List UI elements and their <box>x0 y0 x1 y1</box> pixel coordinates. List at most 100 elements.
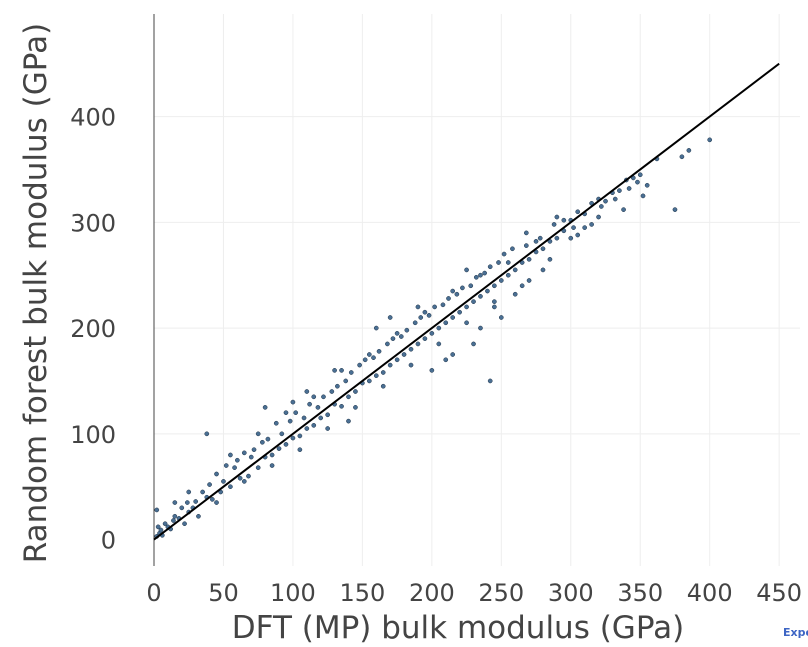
data-point <box>366 352 372 357</box>
data-point <box>179 505 185 511</box>
data-point <box>505 260 511 265</box>
data-point <box>401 352 407 357</box>
data-point <box>297 447 303 453</box>
data-point <box>255 431 261 437</box>
data-point <box>214 471 219 477</box>
export-link[interactable]: Export <box>783 626 808 639</box>
data-point <box>450 352 456 357</box>
data-point <box>390 336 396 341</box>
data-point <box>523 243 529 248</box>
data-point <box>686 148 692 153</box>
data-point <box>283 410 289 416</box>
data-point <box>617 188 622 193</box>
data-point <box>237 475 243 481</box>
data-point <box>418 315 424 320</box>
data-point <box>561 217 567 223</box>
data-point <box>540 246 546 252</box>
data-point <box>512 267 518 273</box>
data-point <box>575 232 581 238</box>
data-point <box>589 222 594 227</box>
data-point <box>329 389 335 394</box>
data-point <box>482 270 487 276</box>
data-point <box>450 315 456 320</box>
y-tick-label: 200 <box>70 315 116 343</box>
data-point <box>492 304 497 310</box>
data-point <box>346 394 351 400</box>
data-point <box>487 378 493 384</box>
data-point <box>346 418 351 424</box>
data-point <box>537 235 543 241</box>
data-point <box>443 357 449 363</box>
data-point <box>446 296 451 301</box>
y-tick-label: 0 <box>101 527 116 555</box>
data-point <box>154 507 160 513</box>
data-point <box>626 186 632 191</box>
data-point <box>408 362 414 368</box>
data-point <box>307 401 312 407</box>
data-point <box>269 463 275 468</box>
data-point <box>450 288 456 294</box>
data-point <box>429 331 435 336</box>
data-point <box>394 357 400 363</box>
data-point <box>171 518 176 523</box>
data-point <box>540 267 546 273</box>
data-point <box>228 452 233 458</box>
data-point <box>612 196 618 202</box>
data-point <box>551 222 557 227</box>
data-point <box>366 378 372 384</box>
data-point <box>501 251 507 257</box>
data-point <box>339 403 344 409</box>
data-point <box>353 389 358 394</box>
data-point <box>707 137 713 143</box>
data-point <box>422 309 428 315</box>
data-point <box>492 283 497 289</box>
data-point <box>343 378 349 384</box>
data-point <box>533 239 539 244</box>
data-point <box>318 415 324 421</box>
data-point <box>228 484 233 490</box>
data-point <box>162 521 168 527</box>
data-point <box>184 500 190 505</box>
data-point <box>471 341 476 347</box>
data-point <box>200 489 205 495</box>
data-point <box>376 348 382 354</box>
y-tick-label: 300 <box>70 209 116 237</box>
x-tick-label: 250 <box>478 579 524 607</box>
data-point <box>571 225 576 230</box>
data-point <box>412 320 418 326</box>
data-point <box>385 341 390 347</box>
data-point <box>158 527 164 533</box>
data-point <box>265 436 271 442</box>
data-point <box>519 283 525 289</box>
x-tick-label: 50 <box>208 579 239 607</box>
data-point <box>273 420 279 426</box>
data-point <box>498 278 504 283</box>
data-point <box>436 341 442 347</box>
data-point <box>408 346 414 352</box>
data-point <box>332 368 337 373</box>
data-point <box>526 278 532 283</box>
data-point <box>487 264 493 270</box>
data-point <box>568 235 574 241</box>
data-point <box>471 299 476 304</box>
data-point <box>290 435 296 441</box>
data-point <box>554 214 560 220</box>
data-point <box>426 313 432 318</box>
tick-labels: 0 50 100 150 200 250 300 350 400 450 0 100 200 300 400 <box>70 104 802 607</box>
data-point <box>241 479 247 484</box>
data-point <box>415 341 421 347</box>
data-point <box>554 235 560 241</box>
data-point <box>422 336 428 341</box>
data-point <box>679 154 685 160</box>
data-point <box>311 423 317 428</box>
data-point <box>248 454 254 460</box>
data-point <box>325 426 331 431</box>
data-point <box>464 267 469 273</box>
data-point <box>172 513 178 519</box>
data-point <box>204 431 210 437</box>
data-point <box>301 415 307 421</box>
data-point <box>505 272 511 278</box>
data-point <box>373 325 379 331</box>
data-point <box>283 442 289 447</box>
